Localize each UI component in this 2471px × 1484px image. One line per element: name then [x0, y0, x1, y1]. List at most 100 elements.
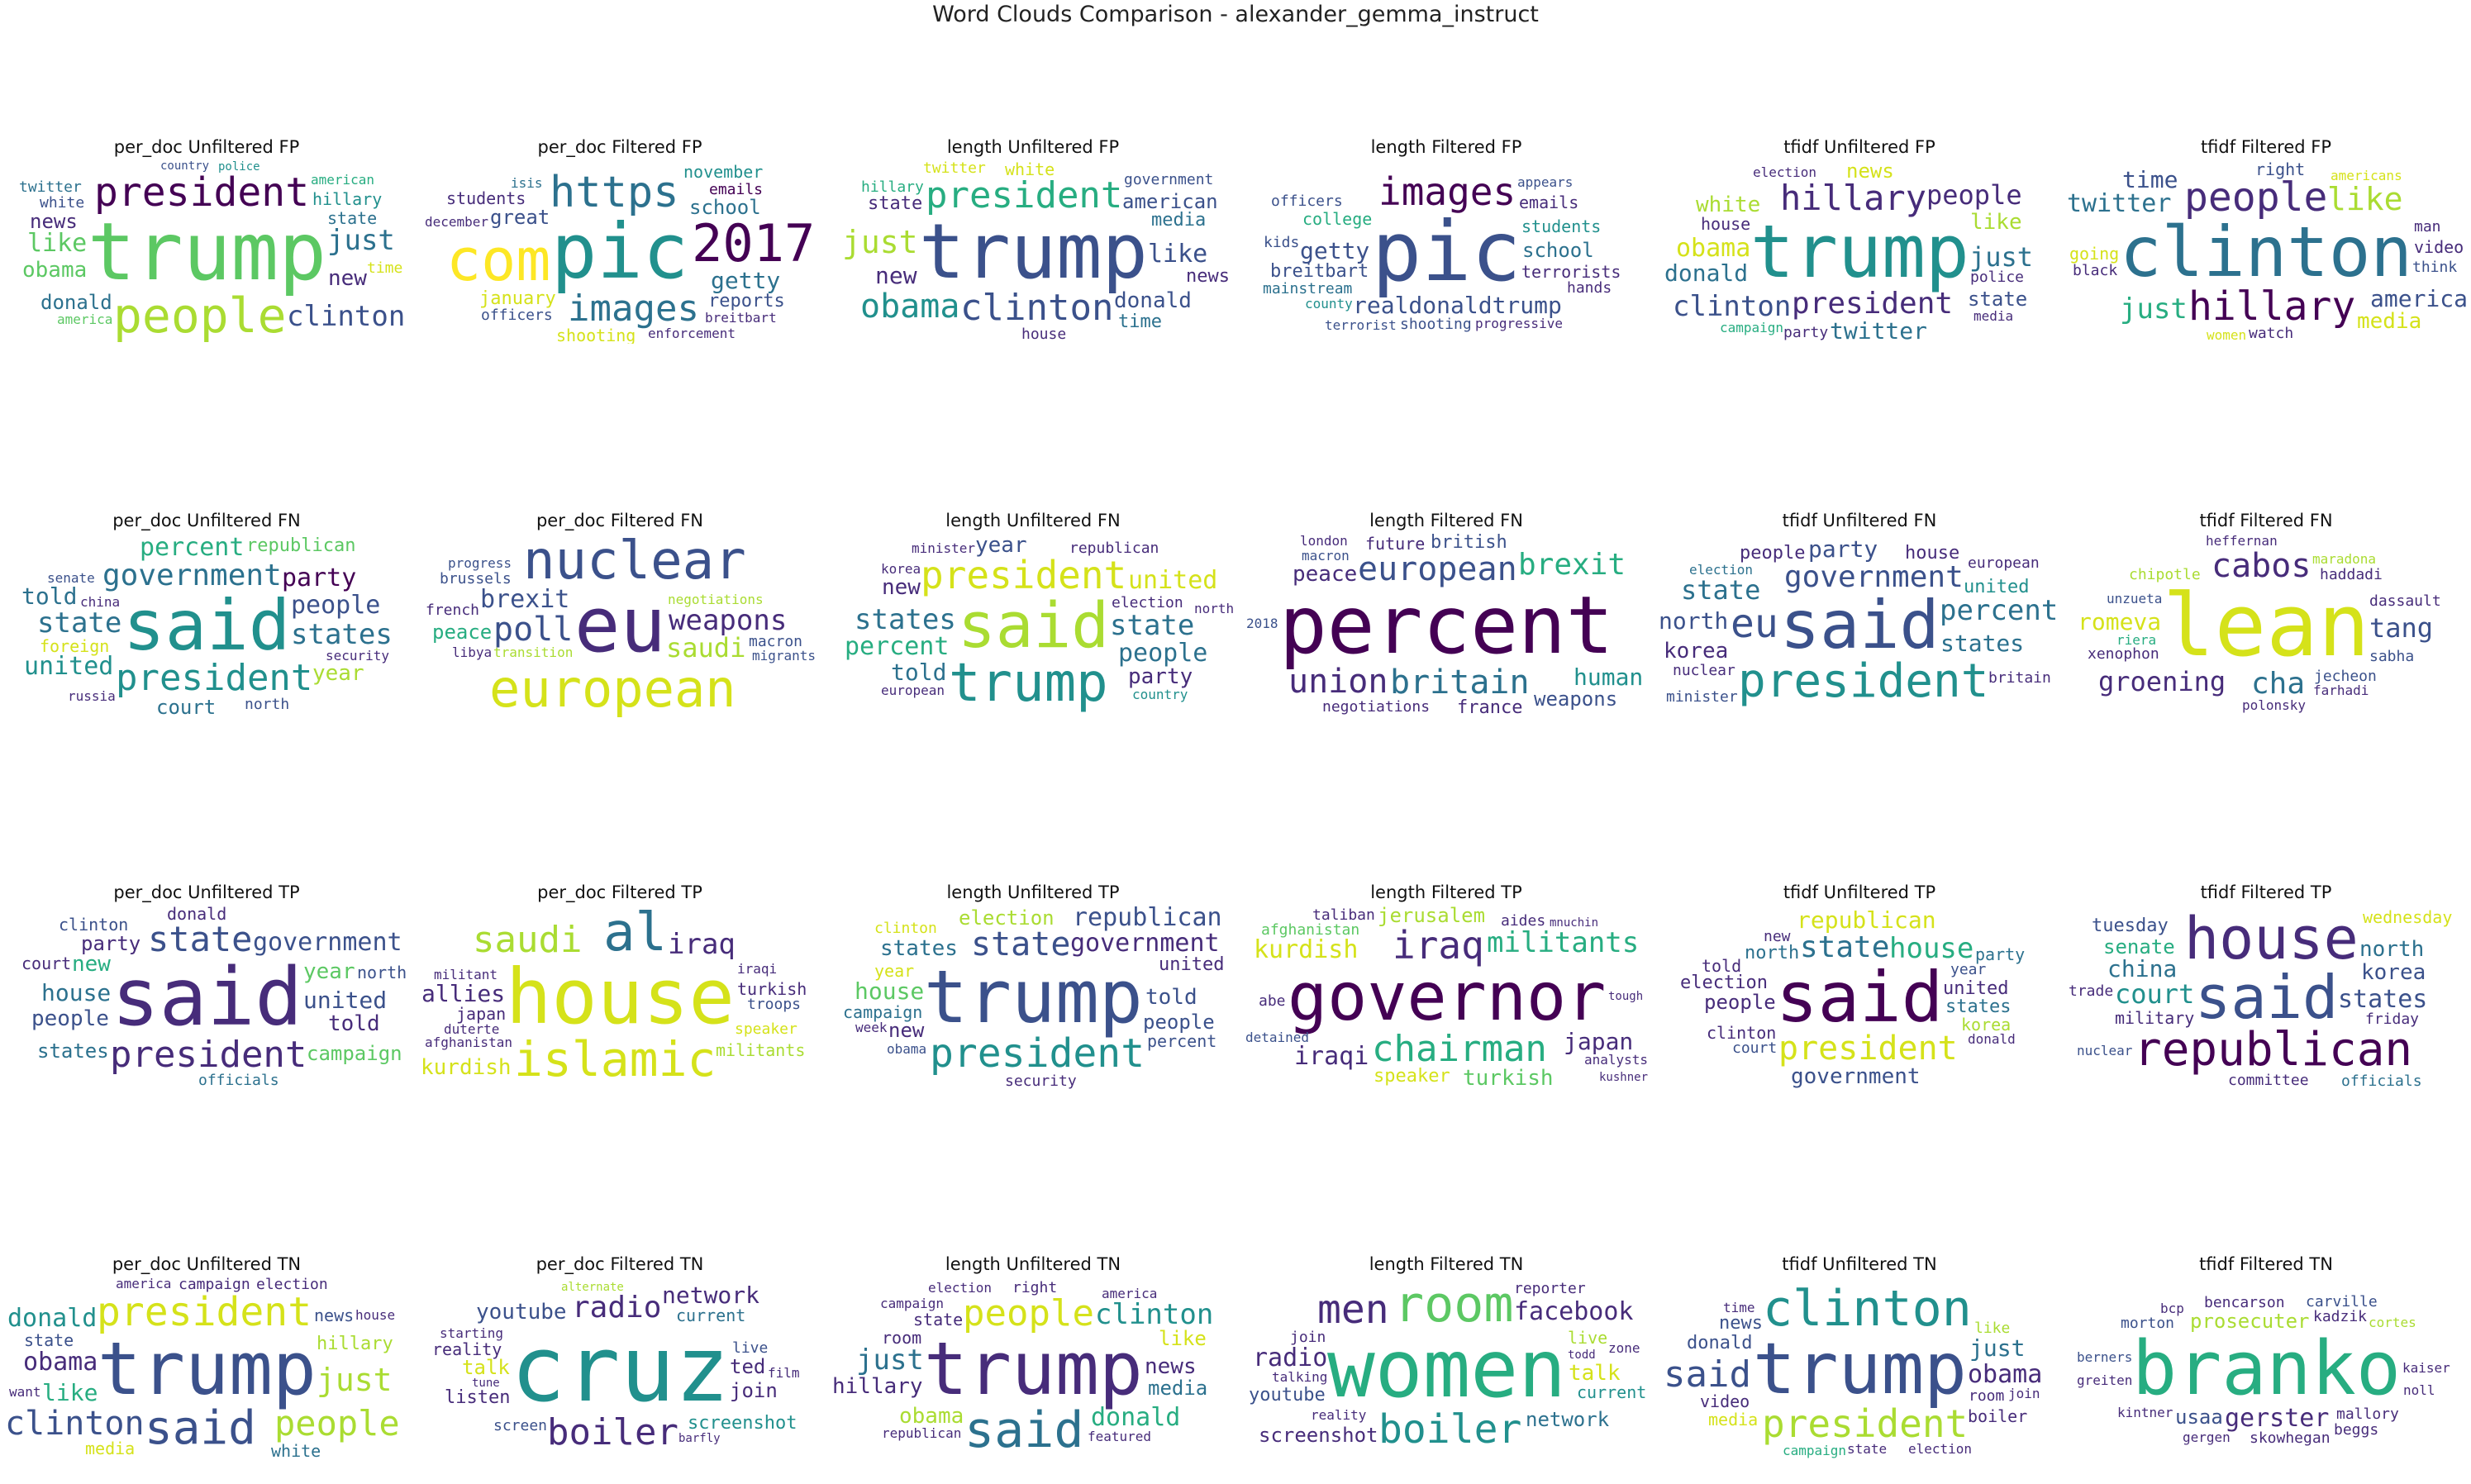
cloud-word: progressive: [1475, 316, 1563, 331]
cloud-word: people: [1740, 543, 1806, 564]
cloud-word: screenshot: [688, 1413, 797, 1434]
cloud-word: friday: [2365, 1011, 2420, 1028]
cloud-word: hillary: [312, 189, 383, 209]
cloud-word: kurdish: [1254, 935, 1359, 964]
cloud-word: campaign: [843, 1002, 923, 1022]
cloud-word: kurdish: [421, 1055, 512, 1080]
cloud-word: iraq: [668, 928, 736, 961]
panel-title: per_doc Filtered TP: [537, 882, 702, 902]
cloud-word: european: [489, 659, 736, 717]
cloud-word: election: [928, 1280, 993, 1296]
cloud-word: clinton: [2120, 212, 2413, 293]
cloud-word: state: [868, 193, 923, 214]
cloud-word: unzueta: [2107, 591, 2163, 606]
cloud-word: senate: [2103, 935, 2175, 958]
cloud-word: turkish: [737, 979, 807, 999]
cloud-word: obama: [1676, 234, 1751, 263]
cloud-word: trump: [88, 206, 326, 298]
cloud-word: london: [1300, 534, 1348, 549]
cloud-word: brexit: [1518, 548, 1626, 582]
word-cloud-panel: per_doc Unfiltered TP said president state g…: [5, 882, 408, 1091]
cloud-word: time: [367, 259, 403, 277]
cloud-word: room: [1969, 1387, 2005, 1405]
word-cloud: governor iraq chairman militants kurdish iraq…: [1245, 906, 1648, 1089]
cloud-word: court: [1732, 1039, 1778, 1057]
cloud-word: breitbart: [705, 310, 777, 326]
cloud-word: state: [24, 1330, 74, 1350]
cloud-word: new: [1764, 928, 1791, 945]
word-cloud: pic com 2017 https images getty great school jan…: [418, 160, 821, 344]
cloud-word: hillary: [832, 1374, 923, 1399]
word-cloud: cruz boiler radio network youtube talk ted join…: [418, 1277, 821, 1461]
cloud-word: groening: [2098, 666, 2226, 697]
cloud-word: donald: [1968, 1031, 2016, 1047]
cloud-word: election: [1689, 562, 1754, 578]
cloud-word: campaign: [1720, 320, 1784, 335]
cloud-word: boiler: [547, 1411, 678, 1453]
cloud-word: wednesday: [2363, 907, 2453, 927]
cloud-word: militants: [1487, 926, 1640, 959]
word-cloud: said president government states state people…: [5, 534, 408, 717]
cloud-word: like: [1148, 240, 1208, 269]
cloud-word: tune: [472, 1377, 500, 1390]
cloud-word: european: [1358, 550, 1517, 588]
cloud-word: united: [1159, 954, 1225, 975]
cloud-word: french: [426, 602, 480, 619]
cloud-word: negotiations: [668, 592, 764, 607]
cloud-word: news: [30, 210, 78, 233]
cloud-word: talk: [1569, 1361, 1621, 1386]
cloud-word: clinton: [874, 920, 937, 937]
panel-title: tfidf Unfiltered TP: [1783, 882, 1936, 902]
cloud-word: people: [31, 1006, 109, 1031]
word-cloud-panel: tfidf Filtered FN lean cabos cha groening tan…: [2064, 511, 2468, 719]
panel-title: length Filtered TP: [1370, 882, 1522, 902]
cloud-word: republican: [1797, 906, 1936, 934]
cloud-word: house: [1701, 214, 1751, 234]
cloud-word: brussels: [440, 570, 512, 587]
cloud-word: states: [855, 603, 956, 636]
cloud-word: state: [971, 925, 1071, 963]
cloud-word: riera: [2116, 632, 2157, 648]
cloud-word: year: [312, 661, 364, 686]
cloud-word: kaiser: [2402, 1360, 2450, 1376]
cloud-word: security: [326, 648, 390, 664]
cloud-word: saudi: [666, 632, 746, 664]
cloud-word: heffernan: [2206, 534, 2278, 549]
cloud-word: officers: [1271, 193, 1343, 210]
cloud-word: speaker: [735, 1020, 797, 1038]
cloud-word: president: [110, 1034, 307, 1076]
panel-title: length Unfiltered TN: [945, 1254, 1121, 1274]
cloud-word: talking: [1272, 1369, 1328, 1385]
cloud-word: said: [1664, 1353, 1751, 1396]
panel-title: per_doc Unfiltered TN: [112, 1254, 302, 1274]
cloud-word: just: [1969, 1334, 2026, 1362]
cloud-word: north: [357, 963, 407, 982]
cloud-word: house: [1021, 326, 1067, 343]
cloud-word: people: [113, 288, 287, 344]
cloud-word: percent: [1940, 594, 2059, 627]
cloud-word: obama: [1968, 1360, 2043, 1389]
cloud-word: room: [882, 1328, 922, 1348]
cloud-word: election: [1112, 594, 1183, 611]
cloud-word: hands: [1567, 279, 1612, 297]
cloud-word: taliban: [1312, 906, 1375, 924]
cloud-word: united: [1943, 978, 2009, 999]
cloud-word: join: [2008, 1386, 2040, 1401]
panel-title: tfidf Filtered TN: [2199, 1254, 2333, 1274]
cloud-word: todd: [1568, 1348, 1596, 1362]
cloud-word: donald: [1687, 1333, 1753, 1353]
cloud-word: skowhegan: [2250, 1429, 2331, 1447]
cloud-word: told: [891, 659, 947, 686]
cloud-word: live: [732, 1339, 769, 1357]
cloud-word: state: [327, 208, 378, 228]
cloud-word: featured: [1088, 1429, 1152, 1444]
cloud-word: abe: [1259, 992, 1286, 1010]
word-cloud-panel: length Filtered TP governor iraq chairman mi…: [1245, 882, 1648, 1091]
cloud-word: obama: [887, 1041, 927, 1057]
cloud-word: news: [1186, 266, 1230, 287]
cloud-word: european: [1968, 554, 2040, 572]
cloud-word: president: [97, 1289, 312, 1335]
cloud-word: house: [355, 1307, 396, 1323]
cloud-word: https: [550, 168, 679, 217]
cloud-word: bcp: [2160, 1301, 2184, 1316]
